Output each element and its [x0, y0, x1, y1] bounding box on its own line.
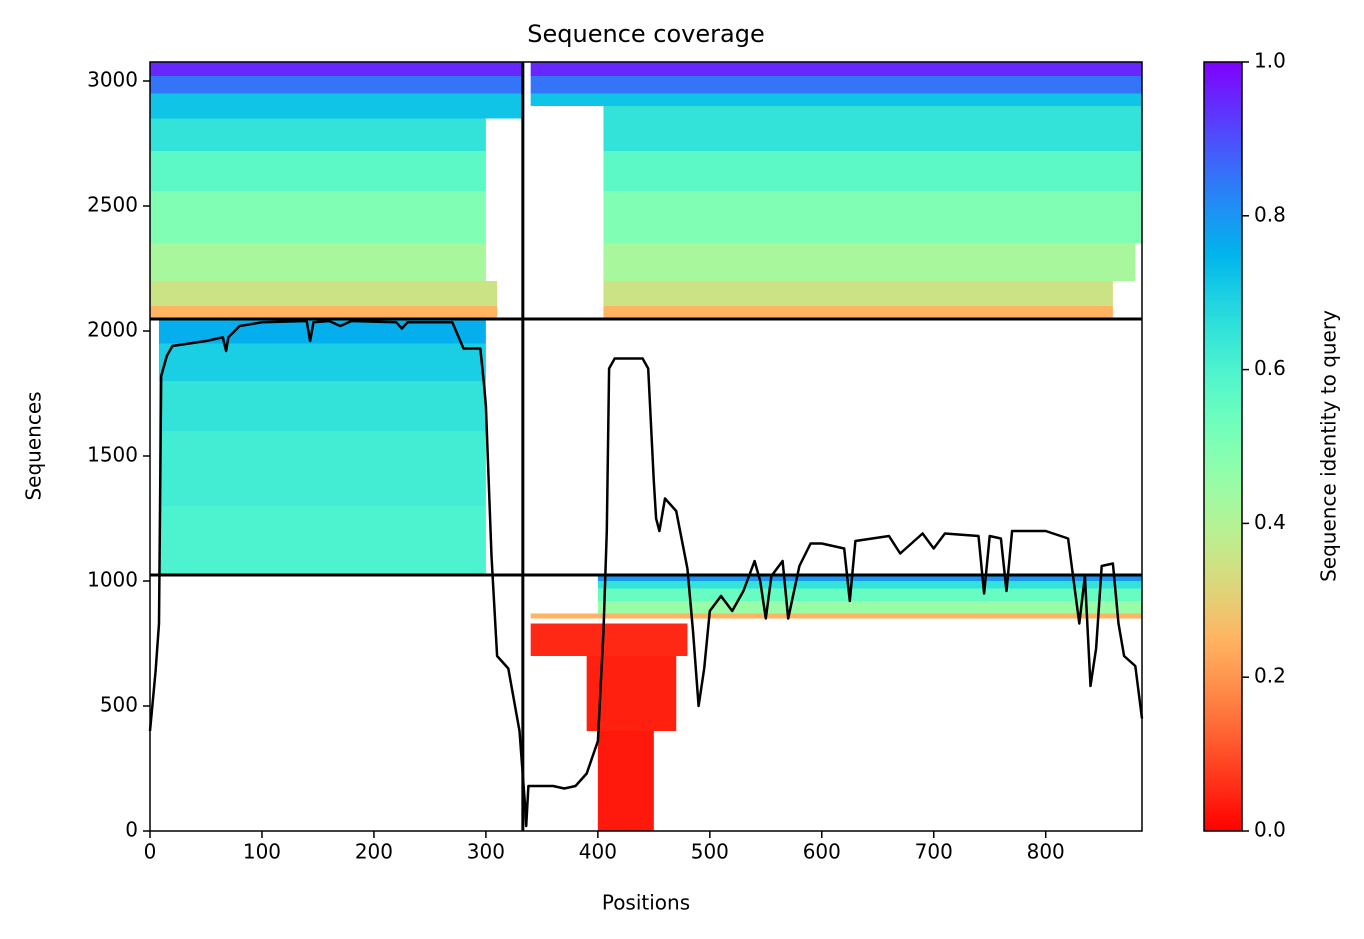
coverage-band — [603, 151, 1142, 191]
colorbar-label: Sequence identity to query — [1317, 310, 1341, 582]
colorbar-tick-label: 1.0 — [1254, 49, 1286, 73]
colorbar-tick-label: 0.2 — [1254, 664, 1286, 688]
coverage-band — [530, 62, 1142, 76]
plot-frame — [149, 61, 1143, 832]
coverage-band — [597, 731, 654, 831]
colorbar-tick-label: 0.6 — [1254, 356, 1286, 380]
colorbar-tick-label: 0.8 — [1254, 202, 1286, 226]
chart-title: Sequence coverage — [527, 20, 764, 48]
coverage-band — [150, 281, 498, 306]
x-tick-label: 300 — [467, 840, 505, 864]
coverage-band — [603, 243, 1136, 281]
x-tick-label: 600 — [803, 840, 841, 864]
coverage-band — [158, 381, 486, 431]
coverage-band — [158, 343, 486, 381]
x-tick-label: 0 — [144, 840, 157, 864]
coverage-band — [158, 431, 486, 506]
y-tick-label: 2000 — [87, 318, 138, 342]
coverage-band — [150, 243, 486, 281]
coverage-band — [150, 306, 498, 319]
coverage-line — [148, 319, 1144, 828]
coverage-band — [150, 151, 486, 191]
y-tick-label: 1000 — [87, 568, 138, 592]
coverage-band — [597, 588, 1142, 601]
coverage-band — [530, 93, 1142, 106]
coverage-band — [530, 613, 1142, 619]
coverage-band — [603, 281, 1113, 306]
coverage-band — [530, 76, 1142, 94]
coverage-band — [150, 76, 523, 94]
x-tick-label: 400 — [579, 840, 617, 864]
coverage-band — [150, 118, 486, 151]
y-tick-label: 2500 — [87, 193, 138, 217]
colorbar-tick-label: 0.0 — [1254, 818, 1286, 842]
x-tick-label: 100 — [243, 840, 281, 864]
y-tick-label: 3000 — [87, 68, 138, 92]
coverage-band — [597, 601, 1142, 614]
x-tick-label: 200 — [355, 840, 393, 864]
coverage-band — [158, 506, 486, 575]
coverage-band — [603, 306, 1113, 319]
x-tick-label: 500 — [691, 840, 729, 864]
coverage-band — [603, 106, 1142, 151]
y-tick-label: 0 — [125, 818, 138, 842]
x-tick-label: 800 — [1027, 840, 1065, 864]
coverage-band — [603, 191, 1142, 244]
colorbar — [1203, 61, 1243, 832]
y-tick-label: 1500 — [87, 443, 138, 467]
coverage-band — [150, 191, 486, 244]
x-tick-label: 700 — [915, 840, 953, 864]
y-tick-label: 500 — [100, 693, 138, 717]
coverage-band — [530, 623, 688, 656]
colorbar-tick-label: 0.4 — [1254, 510, 1286, 534]
coverage-band — [597, 581, 1142, 589]
coverage-band — [150, 93, 523, 119]
coverage-band — [597, 575, 1142, 581]
y-axis-label: Sequences — [22, 391, 46, 500]
x-axis-label: Positions — [602, 891, 690, 915]
coverage-band — [150, 62, 523, 76]
